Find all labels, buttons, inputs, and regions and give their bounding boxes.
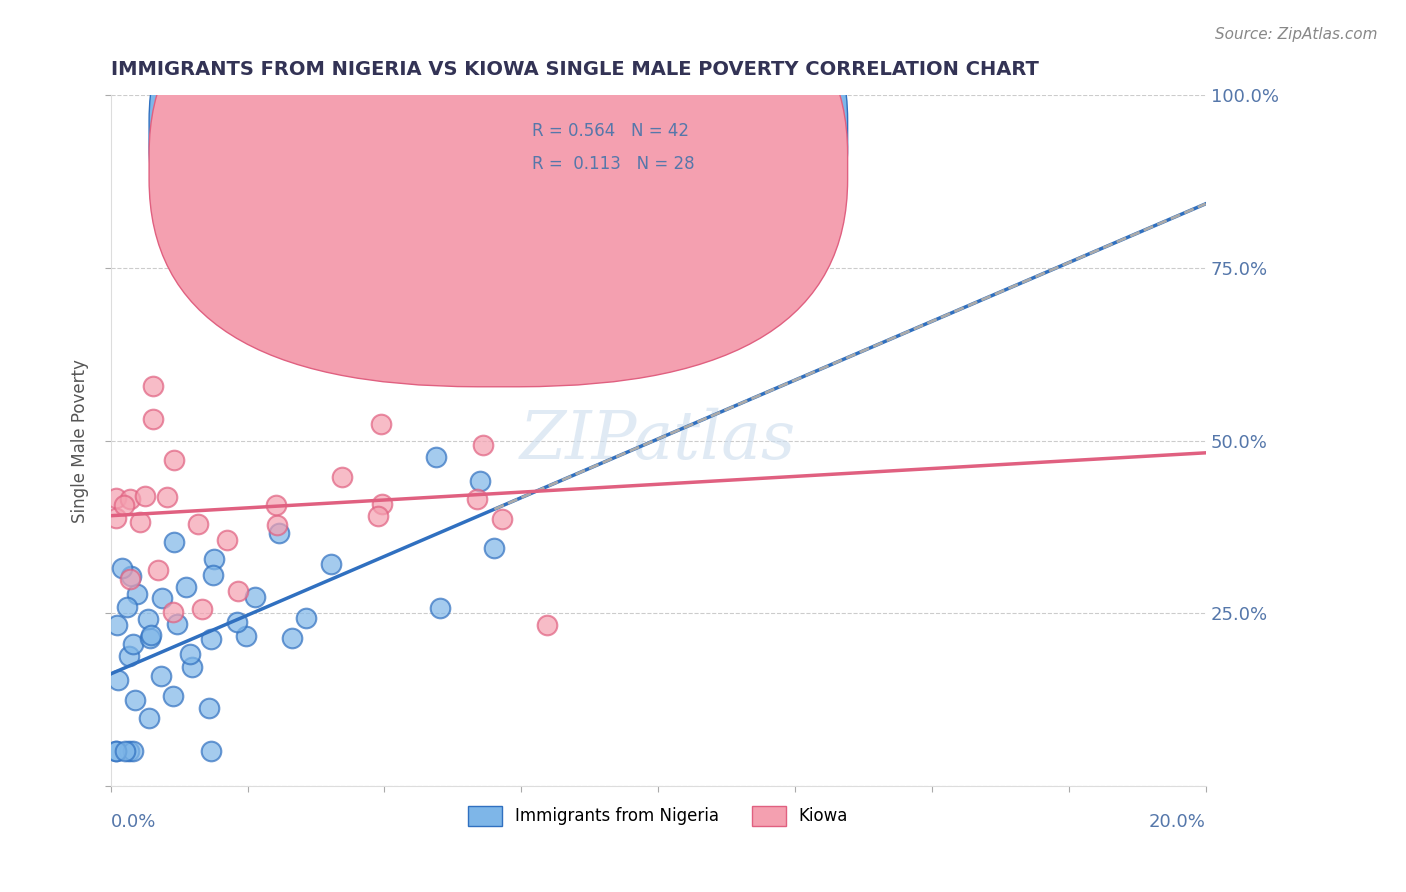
Point [105,744,128,758]
Text: 0.0%: 0.0% [111,814,156,831]
Point [370,417,392,432]
Point [202,552,225,566]
Point [112,499,135,513]
Point [128,515,150,529]
Text: Source: ZipAtlas.com: Source: ZipAtlas.com [1215,27,1378,42]
Text: R =  0.113   N = 28: R = 0.113 N = 28 [533,155,695,173]
FancyBboxPatch shape [149,0,848,387]
Point [468,474,491,488]
Point [105,510,128,524]
Point [118,744,141,758]
Point [436,330,458,344]
Point [471,438,494,452]
Text: IMMIGRANTS FROM NIGERIA VS KIOWA SINGLE MALE POVERTY CORRELATION CHART: IMMIGRANTS FROM NIGERIA VS KIOWA SINGLE … [111,60,1039,78]
Point [139,628,162,642]
Point [319,557,342,571]
Point [200,744,222,758]
Point [115,599,138,614]
Point [295,611,318,625]
Point [120,569,142,583]
Point [484,541,506,556]
Point [235,629,257,643]
Point [179,647,201,661]
Point [105,617,128,632]
Point [146,564,169,578]
Point [162,689,184,703]
Point [139,631,162,645]
Y-axis label: Single Male Poverty: Single Male Poverty [72,359,89,523]
Point [166,617,188,632]
Point [226,615,249,629]
Point [163,534,186,549]
Point [429,600,451,615]
Point [150,591,173,605]
Point [107,673,129,687]
Point [105,744,128,758]
FancyBboxPatch shape [149,0,848,353]
Point [142,379,165,393]
Point [200,632,222,647]
Point [134,489,156,503]
Point [105,491,128,505]
Point [122,744,145,758]
Point [149,669,172,683]
Point [491,512,513,526]
Point [114,744,136,758]
Text: 20.0%: 20.0% [1149,814,1206,831]
Point [162,605,184,619]
Point [186,517,208,532]
Point [138,711,160,725]
Point [174,580,197,594]
Point [138,612,160,626]
Point [330,470,353,484]
Legend: Immigrants from Nigeria, Kiowa: Immigrants from Nigeria, Kiowa [461,799,855,832]
Point [121,638,143,652]
Point [367,508,389,523]
Point [217,533,239,548]
Point [191,602,214,616]
Point [202,567,225,582]
Point [118,492,141,507]
Point [371,497,394,511]
Point [266,517,288,532]
Point [425,450,447,465]
Point [125,587,148,601]
Point [118,649,141,664]
FancyBboxPatch shape [450,103,800,206]
Text: R = 0.564   N = 42: R = 0.564 N = 42 [533,122,689,140]
Point [124,692,146,706]
Point [156,490,179,504]
Point [162,453,184,467]
Point [181,659,204,673]
Point [536,617,558,632]
Point [465,492,488,507]
Point [111,561,134,575]
Point [142,412,165,426]
Point [264,498,287,512]
Point [280,631,302,645]
Point [243,590,266,604]
Point [198,701,221,715]
Point [269,525,291,540]
Point [118,573,141,587]
Text: ZIPatlas: ZIPatlas [520,408,796,474]
Point [226,584,249,599]
